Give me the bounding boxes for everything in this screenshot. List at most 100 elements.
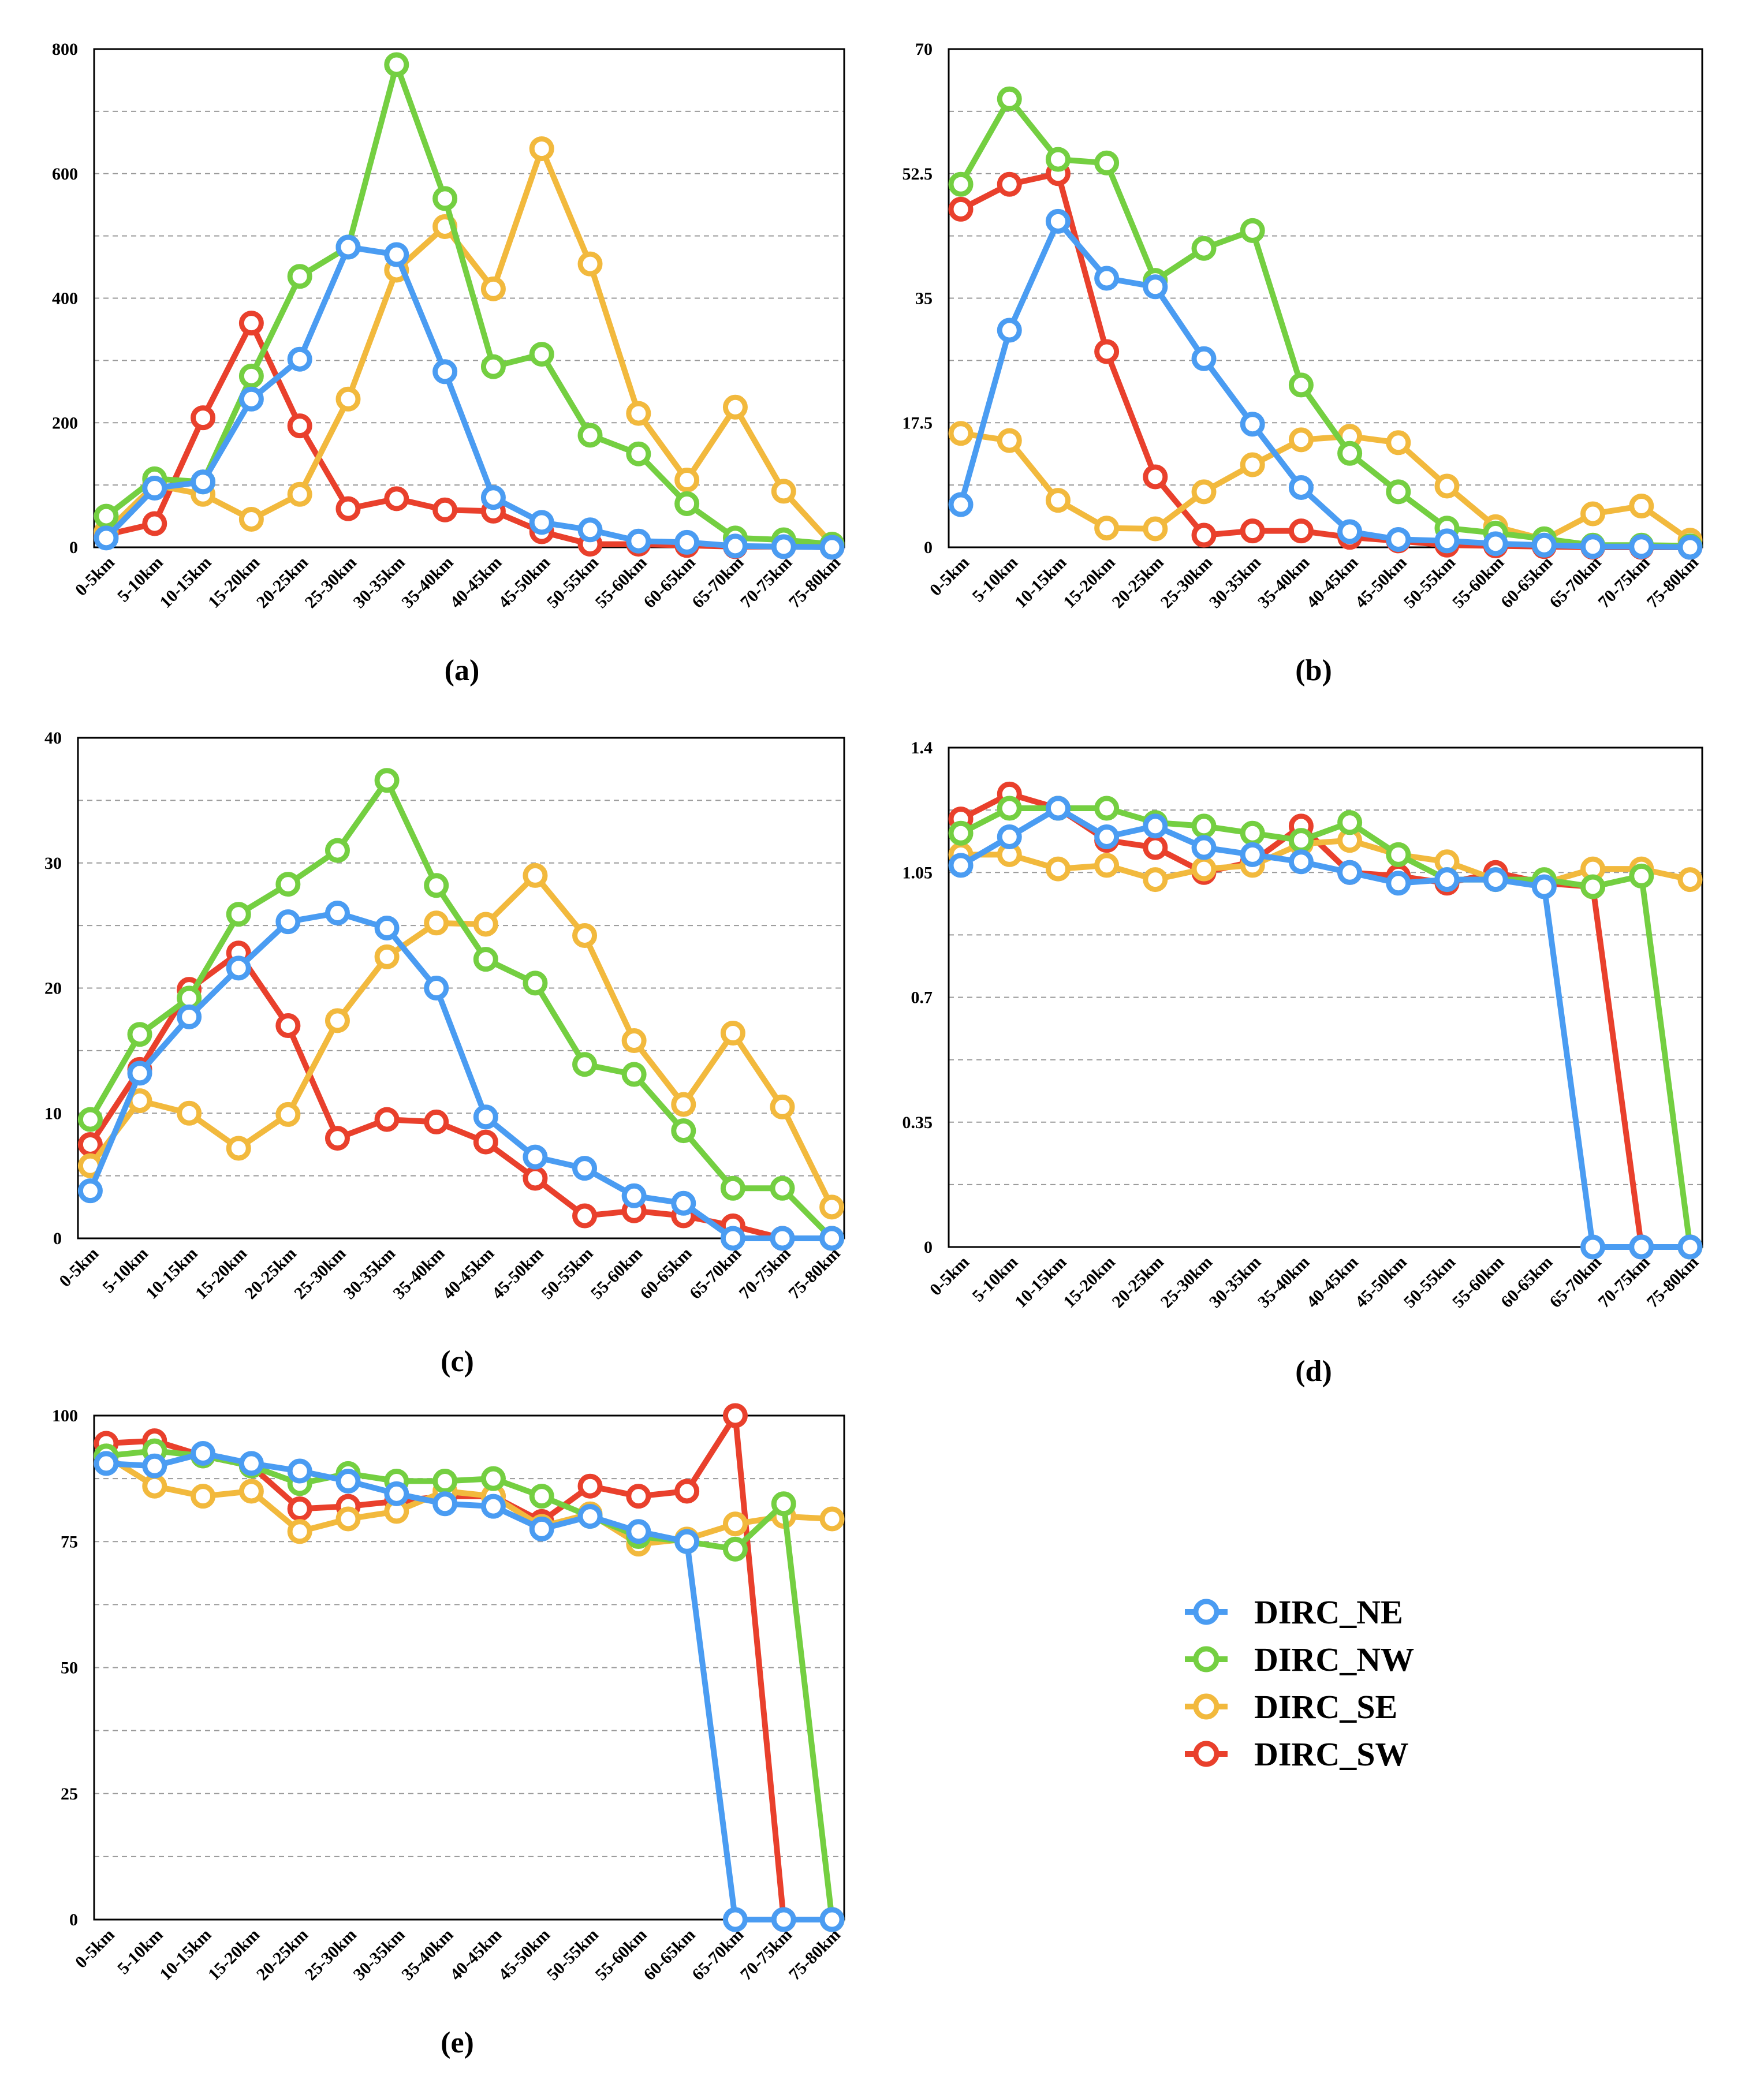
data-point bbox=[432, 1468, 458, 1494]
series-dirc-nw bbox=[948, 86, 1703, 559]
y-tick-label: 0.35 bbox=[902, 1113, 933, 1132]
data-point bbox=[473, 1129, 498, 1155]
data-point bbox=[335, 1468, 361, 1494]
data-point bbox=[720, 1021, 745, 1046]
panel-title: (c) bbox=[441, 1345, 474, 1378]
data-point bbox=[671, 1190, 696, 1216]
panel-title: (e) bbox=[441, 2026, 474, 2059]
data-point bbox=[674, 529, 700, 555]
data-point bbox=[1240, 842, 1265, 867]
y-tick-label: 52.5 bbox=[902, 165, 933, 184]
data-point bbox=[997, 428, 1022, 453]
data-point bbox=[424, 1109, 449, 1134]
series-line bbox=[958, 430, 1693, 543]
x-tick-label: 45-50km bbox=[495, 1925, 554, 1984]
data-point bbox=[374, 768, 400, 793]
x-tick-label: 60-65km bbox=[640, 553, 699, 612]
legend-marker bbox=[1193, 1741, 1219, 1767]
data-point bbox=[770, 1226, 795, 1251]
x-tick-label: 40-45km bbox=[1303, 553, 1362, 612]
data-point bbox=[94, 1451, 119, 1476]
data-point bbox=[1434, 867, 1460, 893]
data-point bbox=[1191, 479, 1217, 505]
x-tick-label: 10-15km bbox=[142, 1244, 201, 1303]
data-point bbox=[94, 503, 119, 529]
data-point bbox=[1045, 147, 1071, 172]
y-tick-label: 17.5 bbox=[902, 413, 933, 432]
data-point bbox=[1288, 518, 1314, 544]
data-point bbox=[1191, 813, 1217, 839]
x-tick-label: 0-5km bbox=[926, 553, 973, 600]
data-point bbox=[287, 1496, 312, 1522]
x-tick-label: 65-70km bbox=[1546, 553, 1605, 612]
data-point bbox=[335, 1506, 361, 1532]
series-dirc-se bbox=[948, 421, 1703, 553]
data-point bbox=[572, 1203, 598, 1229]
legend-marker bbox=[1193, 1693, 1219, 1720]
x-tick-label: 40-45km bbox=[446, 553, 505, 612]
y-tick-label: 600 bbox=[52, 165, 78, 184]
x-tick-label: 45-50km bbox=[1351, 553, 1410, 612]
series-line bbox=[103, 145, 835, 547]
panel-d: 00.350.71.051.40-5km5-10km10-15km15-20km… bbox=[902, 738, 1703, 1388]
data-point bbox=[238, 1451, 264, 1476]
data-point bbox=[480, 276, 506, 301]
series-line bbox=[958, 96, 1693, 549]
data-point bbox=[626, 441, 651, 466]
data-point bbox=[238, 506, 264, 532]
x-tick-label: 60-65km bbox=[1497, 1253, 1556, 1312]
data-point bbox=[722, 1403, 748, 1428]
x-tick-label: 45-50km bbox=[495, 553, 554, 612]
series-line bbox=[958, 805, 1693, 1250]
data-point bbox=[1288, 475, 1314, 500]
data-point bbox=[1240, 452, 1265, 477]
data-point bbox=[572, 1052, 598, 1077]
data-point bbox=[722, 394, 748, 420]
series-dirc-ne bbox=[948, 796, 1703, 1260]
data-point bbox=[1191, 236, 1217, 261]
data-point bbox=[384, 486, 409, 512]
data-point bbox=[325, 838, 350, 863]
panel-a: 02004006008000-5km5-10km10-15km15-20km20… bbox=[52, 40, 845, 687]
x-tick-label: 65-70km bbox=[688, 1925, 747, 1984]
legend-item: DIRC_NW bbox=[1185, 1641, 1414, 1678]
data-point bbox=[275, 909, 301, 935]
data-point bbox=[1434, 473, 1460, 499]
x-tick-label: 15-20km bbox=[192, 1244, 251, 1303]
data-point bbox=[577, 1473, 603, 1499]
x-tick-label: 70-75km bbox=[1594, 553, 1653, 612]
x-tick-label: 0-5km bbox=[72, 553, 118, 600]
data-point bbox=[572, 923, 598, 948]
data-point bbox=[722, 533, 748, 559]
y-tick-label: 70 bbox=[915, 40, 933, 59]
x-tick-label: 65-70km bbox=[686, 1244, 745, 1303]
data-point bbox=[1629, 863, 1654, 888]
data-point bbox=[275, 1013, 301, 1039]
y-tick-label: 25 bbox=[61, 1784, 78, 1804]
data-point bbox=[1337, 860, 1363, 885]
data-point bbox=[1629, 1234, 1654, 1260]
data-point bbox=[287, 1519, 312, 1544]
x-tick-label: 40-45km bbox=[1303, 1253, 1362, 1312]
data-point bbox=[523, 863, 548, 888]
data-point bbox=[287, 1458, 312, 1484]
data-point bbox=[1191, 856, 1217, 882]
series-line bbox=[103, 1453, 835, 1547]
data-point bbox=[529, 136, 554, 162]
data-point bbox=[191, 1440, 216, 1466]
y-tick-label: 100 bbox=[52, 1406, 78, 1425]
data-point bbox=[480, 354, 506, 379]
data-point bbox=[1629, 534, 1654, 559]
data-point bbox=[1288, 372, 1314, 398]
data-point bbox=[473, 912, 498, 937]
data-point bbox=[374, 1107, 400, 1132]
data-point bbox=[1288, 427, 1314, 453]
x-tick-label: 70-75km bbox=[736, 1244, 795, 1303]
data-point bbox=[1094, 853, 1120, 878]
data-point bbox=[1580, 1234, 1606, 1260]
data-point bbox=[819, 1226, 845, 1251]
data-point bbox=[626, 1519, 651, 1544]
x-tick-label: 70-75km bbox=[737, 553, 796, 612]
x-tick-label: 30-35km bbox=[1206, 1253, 1265, 1312]
